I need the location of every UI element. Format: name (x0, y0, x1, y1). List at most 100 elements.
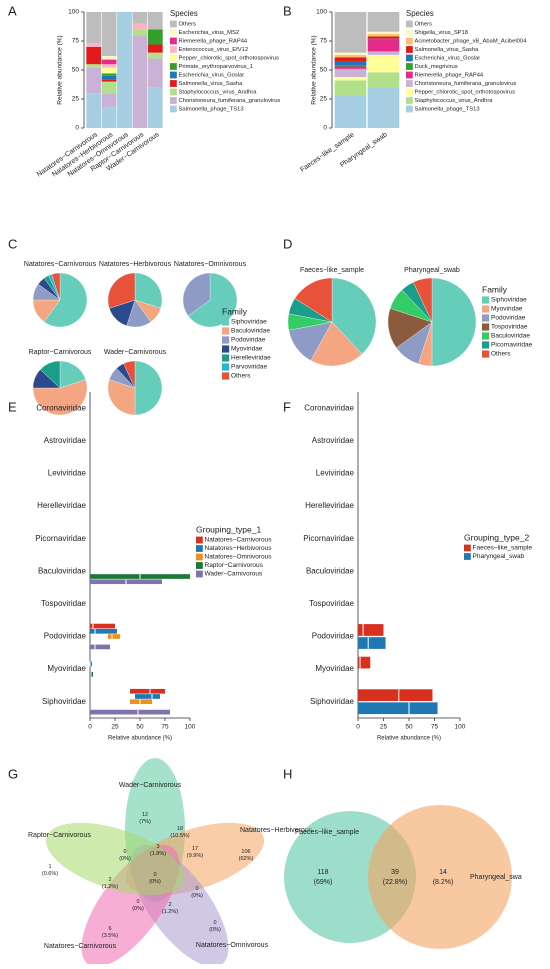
box (108, 634, 120, 639)
venn-set-label: Wader−Carnivorous (119, 782, 182, 789)
venn-percent: (1.8%) (150, 851, 166, 857)
y-tick-label: Podoviridae (44, 632, 87, 641)
legend-swatch (196, 562, 203, 569)
box (358, 702, 438, 715)
legend-label: Picornaviridae (491, 342, 533, 349)
legend-label: Baculoviridae (231, 328, 270, 335)
bar-segment (101, 56, 117, 60)
bar-segment (101, 73, 117, 76)
legend-swatch (482, 305, 490, 313)
x-tick-label: 0 (356, 724, 360, 731)
x-axis-label: Relative abundance (%) (377, 736, 441, 742)
panel-label: B (283, 3, 292, 18)
venn-count: 6 (108, 926, 111, 932)
legend-label: Riemerella_phage_RAP44 (415, 73, 484, 79)
bar-segment (334, 68, 367, 77)
venn-count: 12 (142, 812, 148, 818)
bar-segment (334, 66, 367, 69)
box (90, 644, 110, 650)
legend-swatch (170, 20, 177, 28)
venn-count: 0 (136, 899, 139, 905)
legend-swatch (222, 327, 230, 335)
legend-label: Shigella_virus_SP18 (415, 30, 469, 36)
legend-swatch (482, 323, 490, 331)
y-tick-label: Picornaviridae (35, 534, 86, 543)
y-tick-label: Tospoviridae (309, 599, 354, 608)
venn-percent: (0%) (209, 927, 221, 933)
legend-label: Myoviridae (491, 306, 523, 313)
bar-segment (132, 29, 148, 36)
venn-percent: (1.2%) (162, 909, 178, 915)
pie-slice (32, 379, 88, 416)
box (135, 694, 160, 699)
venn-set-label: Raptor−Carnivorous (28, 832, 91, 839)
venn-percent: (0%) (119, 856, 131, 862)
venn-set-label: Natatores−Carnivorous (44, 943, 117, 950)
legend-label: Siphoviridae (491, 297, 527, 304)
legend-label: Natatores−Herbivorous (205, 545, 273, 552)
legend-swatch (222, 336, 230, 344)
y-tick-label: Astroviridae (312, 436, 355, 445)
panel-label: F (283, 399, 291, 414)
venn-count: 0 (153, 872, 156, 878)
y-tick-label: 0 (323, 125, 327, 132)
y-tick-label: 50 (320, 67, 328, 74)
bar-segment (147, 44, 163, 53)
bar-segment (101, 81, 117, 94)
legend-swatch (406, 80, 413, 87)
y-tick-label: Baculoviridae (306, 566, 355, 575)
bar-segment (334, 95, 367, 128)
legend-swatch (482, 350, 490, 358)
legend-swatch (170, 37, 177, 45)
box (90, 628, 117, 634)
legend-swatch (406, 63, 413, 70)
venn-percent: (69%) (314, 879, 333, 886)
venn-percent: (1.2%) (102, 884, 118, 890)
bar-segment (334, 12, 367, 53)
bar-segment (334, 80, 367, 96)
x-tick-label: 100 (185, 724, 196, 731)
y-tick-label: Myoviridae (47, 664, 86, 673)
y-axis-label: Relative abundance (%) (311, 35, 318, 104)
legend-label: Others (231, 373, 251, 380)
bar-segment (367, 51, 400, 55)
legend-label: Salmonella_virus_Sasha (179, 81, 244, 87)
legend-label: Primate_erythroparvovirus_1 (179, 64, 253, 70)
legend-label: Duck_megrivirus (415, 64, 458, 70)
legend-label: Enterococcus_virus_EfV12 (179, 47, 249, 53)
bar-segment (101, 79, 117, 82)
legend-swatch (170, 29, 177, 36)
bar-segment (101, 75, 117, 80)
bar-segment (86, 64, 102, 68)
venn-count: 0 (195, 886, 198, 892)
bar-segment (334, 65, 367, 67)
legend-label: Siphoviridae (231, 319, 267, 326)
legend-label: Parvoviridae (231, 364, 268, 371)
venn-percent: (0%) (132, 906, 144, 912)
x-tick-label: 50 (405, 724, 413, 731)
panel-label: E (8, 399, 17, 414)
x-axis-label: Relative abundance (%) (108, 736, 172, 742)
bar-segment (147, 87, 163, 128)
legend-label: Escherichia_virus_MS2 (179, 30, 240, 36)
bar-segment (147, 29, 163, 45)
legend-swatch (170, 88, 177, 96)
venn-count: 1 (48, 864, 51, 870)
x-tick-label: 50 (136, 724, 144, 731)
venn-count: 3 (156, 844, 159, 850)
legend-label: Baculoviridae (491, 333, 530, 340)
y-tick-label: Coronaviridae (36, 403, 86, 412)
legend-label: Herelleviridae (231, 355, 271, 362)
venn-set-label: Faeces−like_sample (295, 829, 359, 836)
pie-slice (310, 321, 363, 367)
bar-segment (117, 12, 132, 128)
venn-count: 39 (391, 869, 399, 876)
bar-segment (101, 64, 117, 68)
legend-swatch (482, 314, 490, 322)
legend-label: Pepper_chlorotic_spot_orthotospovirus (415, 90, 516, 96)
legend-title: Grouping_type_2 (464, 532, 529, 542)
legend-swatch (406, 20, 413, 28)
x-tick-label: Faeces−like_sample (299, 131, 356, 174)
venn-set (368, 805, 512, 949)
